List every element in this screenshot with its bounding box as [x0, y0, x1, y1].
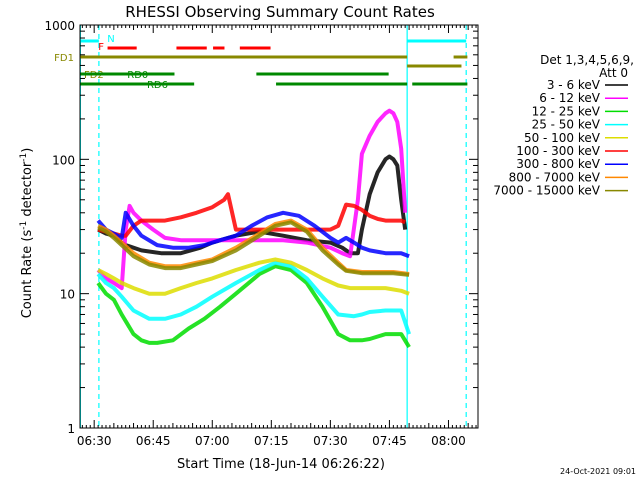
- legend-label: 7000 - 15000 keV: [493, 184, 600, 198]
- y-axis-label-part2: detector: [20, 161, 35, 221]
- x-axis: 06:30 06:45 07:00 07:15 07:30 07:45 08:00: [77, 25, 477, 448]
- series-line-300-800-kev: [96, 210, 410, 259]
- y-tick-label: 1000: [44, 19, 75, 33]
- y-tick-label: 100: [52, 153, 75, 167]
- legend-label: 6 - 12 keV: [539, 91, 601, 105]
- y-axis: 1 10 100 1000: [44, 19, 478, 436]
- flag-label-rd0: RD0: [127, 70, 148, 81]
- chart-title: RHESSI Observing Summary Count Rates: [125, 3, 435, 21]
- legend-label: 50 - 100 keV: [524, 131, 601, 145]
- x-tick-label: 07:45: [372, 434, 407, 448]
- series-line-25-50-kev: [96, 260, 411, 335]
- series-line-6-12-kev: [96, 108, 408, 291]
- flag-label-fd1: FD1: [54, 53, 74, 64]
- legend-label: 300 - 800 keV: [516, 157, 600, 171]
- flag-label-n: N: [107, 34, 114, 45]
- flag-bars: NFFD1FD2RD0RD6: [54, 34, 468, 91]
- series-line-7000-15000-kev: [97, 220, 410, 277]
- y-tick-label: 1: [67, 422, 75, 436]
- x-tick-label: 08:00: [431, 434, 466, 448]
- x-tick-label: 07:00: [195, 434, 230, 448]
- x-axis-label: Start Time (18-Jun-14 06:26:22): [177, 457, 385, 472]
- legend-label: 12 - 25 keV: [532, 104, 601, 118]
- generation-timestamp: 24-Oct-2021 09:01: [560, 467, 636, 476]
- legend-label: 800 - 7000 keV: [509, 170, 601, 184]
- x-tick-label: 07:30: [313, 434, 348, 448]
- series-line-12-25-kev: [96, 264, 411, 349]
- y-axis-label-exponent2: -1: [19, 153, 29, 162]
- flag-label-f: F: [98, 42, 104, 53]
- y-axis-label-part1: Count Rate (s: [20, 230, 35, 319]
- series-line-50-100-kev: [97, 257, 410, 296]
- plot-area: NFFD1FD2RD0RD6 06:3006:4507:0007:1507:30…: [44, 19, 479, 448]
- y-axis-label-exponent1: -1: [19, 221, 29, 230]
- x-tick-label: 06:45: [136, 434, 171, 448]
- legend-header-attenuator: Att 0: [599, 66, 628, 80]
- y-tick-label: 10: [60, 288, 75, 302]
- series-lines: [96, 108, 411, 349]
- series-line-3-6-kev: [97, 154, 408, 256]
- legend-label: 3 - 6 keV: [547, 78, 601, 92]
- legend-label: 100 - 300 keV: [516, 144, 600, 158]
- legend-label: 25 - 50 keV: [532, 118, 601, 132]
- y-axis-label-part3: ): [20, 148, 35, 153]
- flag-label-rd6: RD6: [147, 80, 168, 91]
- x-tick-label: 06:30: [77, 434, 112, 448]
- x-tick-label: 07:15: [254, 434, 289, 448]
- legend-header-detectors: Det 1,3,4,5,6,9,: [540, 53, 634, 67]
- y-axis-label: Count Rate (s-1 detector-1): [19, 148, 35, 319]
